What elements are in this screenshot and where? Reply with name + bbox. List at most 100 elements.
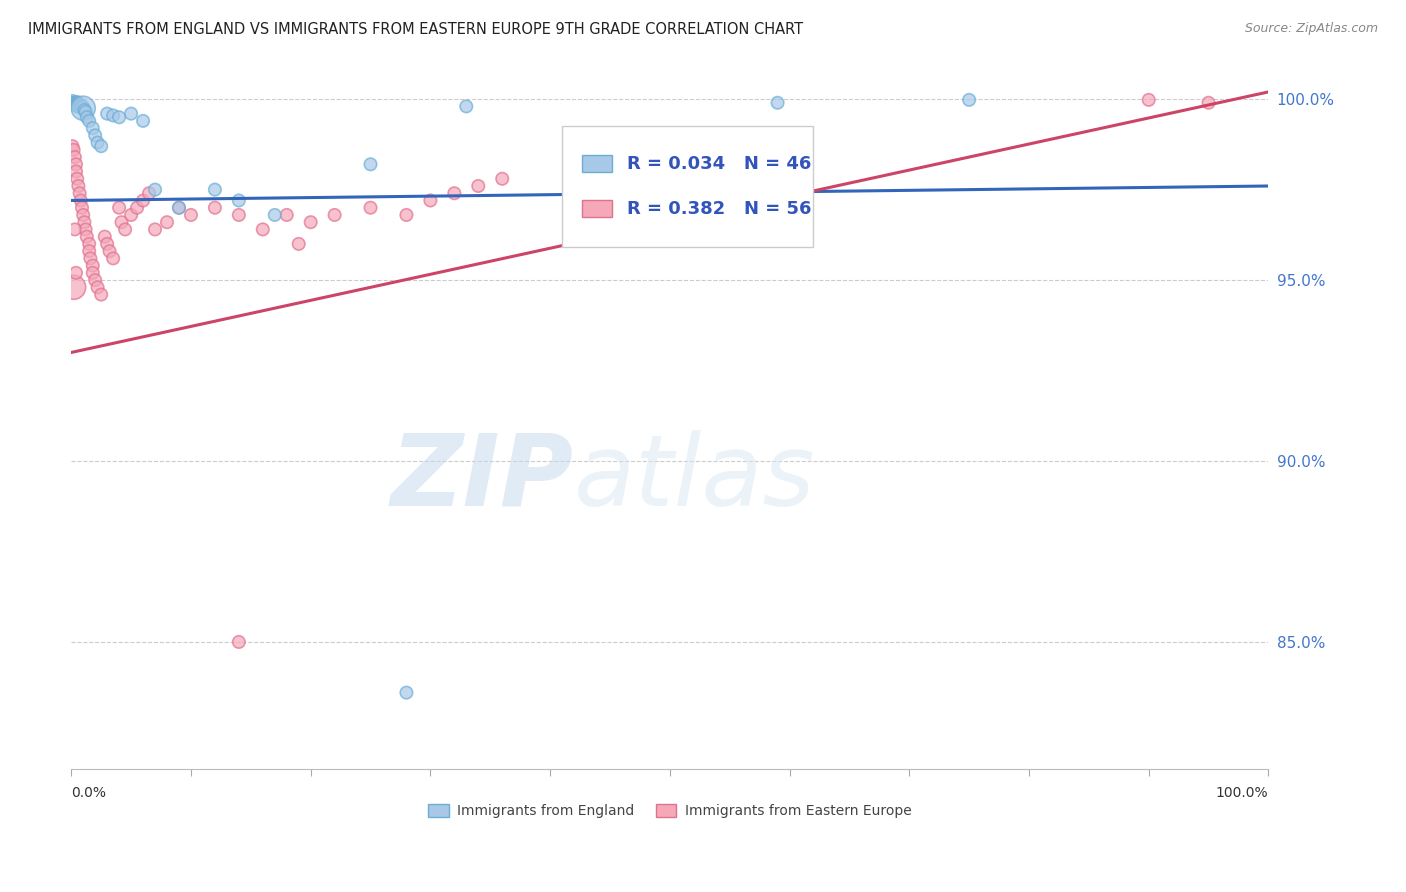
Point bbox=[287, 236, 309, 251]
FancyBboxPatch shape bbox=[562, 126, 814, 247]
Point bbox=[69, 186, 91, 201]
Point bbox=[456, 99, 478, 113]
Point bbox=[66, 171, 89, 186]
Point bbox=[419, 194, 441, 208]
Point bbox=[204, 183, 226, 197]
Point bbox=[66, 96, 89, 111]
Text: 100.0%: 100.0% bbox=[1216, 786, 1268, 800]
Point bbox=[263, 208, 285, 222]
Point bbox=[82, 121, 104, 136]
Legend: Immigrants from England, Immigrants from Eastern Europe: Immigrants from England, Immigrants from… bbox=[423, 798, 917, 824]
Point bbox=[252, 222, 274, 236]
Point bbox=[127, 201, 149, 215]
Point bbox=[766, 95, 789, 110]
Point bbox=[132, 113, 155, 128]
Point bbox=[228, 635, 250, 649]
Point bbox=[467, 179, 489, 194]
Text: IMMIGRANTS FROM ENGLAND VS IMMIGRANTS FROM EASTERN EUROPE 9TH GRADE CORRELATION : IMMIGRANTS FROM ENGLAND VS IMMIGRANTS FR… bbox=[28, 22, 803, 37]
Point bbox=[98, 244, 121, 259]
Point bbox=[63, 97, 86, 112]
Point bbox=[70, 99, 93, 113]
Point bbox=[67, 99, 90, 113]
Point bbox=[138, 186, 160, 201]
Point bbox=[70, 201, 93, 215]
Point bbox=[82, 266, 104, 280]
Point bbox=[63, 150, 86, 164]
Point bbox=[77, 244, 100, 259]
Point bbox=[299, 215, 322, 229]
Point bbox=[77, 236, 100, 251]
Point bbox=[156, 215, 179, 229]
Point bbox=[1137, 93, 1160, 107]
Point bbox=[82, 259, 104, 273]
Point bbox=[90, 139, 112, 153]
Text: R = 0.382   N = 56: R = 0.382 N = 56 bbox=[627, 200, 811, 218]
Point bbox=[63, 222, 86, 236]
Point bbox=[63, 95, 86, 110]
Point bbox=[69, 99, 91, 113]
Point bbox=[76, 229, 98, 244]
Point bbox=[77, 113, 100, 128]
Point bbox=[108, 201, 131, 215]
Point bbox=[1198, 95, 1220, 110]
Point bbox=[69, 98, 91, 112]
Point bbox=[180, 208, 202, 222]
Point bbox=[491, 171, 513, 186]
Point bbox=[96, 106, 118, 120]
Point bbox=[65, 157, 87, 171]
Point bbox=[228, 194, 250, 208]
Text: 0.0%: 0.0% bbox=[72, 786, 107, 800]
Point bbox=[101, 252, 124, 266]
Point bbox=[108, 110, 131, 124]
Text: Source: ZipAtlas.com: Source: ZipAtlas.com bbox=[1244, 22, 1378, 36]
Point bbox=[84, 128, 107, 143]
FancyBboxPatch shape bbox=[582, 155, 613, 172]
Point bbox=[94, 229, 117, 244]
Point bbox=[143, 222, 166, 236]
Text: ZIP: ZIP bbox=[391, 430, 574, 527]
Point bbox=[65, 95, 87, 110]
Point bbox=[76, 110, 98, 124]
Point bbox=[62, 97, 84, 112]
Point bbox=[360, 157, 382, 171]
Point bbox=[73, 215, 96, 229]
Point bbox=[323, 208, 346, 222]
Point bbox=[395, 685, 418, 699]
Point bbox=[72, 100, 94, 114]
Point bbox=[114, 222, 136, 236]
Point bbox=[120, 208, 142, 222]
Point bbox=[65, 97, 87, 112]
Point bbox=[66, 95, 89, 109]
Point bbox=[66, 97, 89, 112]
Point bbox=[101, 108, 124, 122]
Point bbox=[62, 280, 84, 294]
Point bbox=[72, 101, 94, 115]
Y-axis label: 9th Grade: 9th Grade bbox=[0, 388, 7, 458]
Point bbox=[167, 201, 190, 215]
Text: R = 0.034   N = 46: R = 0.034 N = 46 bbox=[627, 155, 811, 173]
Text: atlas: atlas bbox=[574, 430, 815, 527]
Point bbox=[395, 208, 418, 222]
Point bbox=[75, 104, 97, 119]
Point bbox=[110, 215, 132, 229]
Point bbox=[360, 201, 382, 215]
Point bbox=[957, 93, 980, 107]
Point bbox=[96, 236, 118, 251]
Point bbox=[228, 208, 250, 222]
Point bbox=[276, 208, 298, 222]
Point bbox=[62, 143, 84, 157]
FancyBboxPatch shape bbox=[582, 200, 613, 218]
Point bbox=[66, 99, 89, 113]
Point bbox=[120, 106, 142, 120]
Point bbox=[65, 164, 87, 178]
Point bbox=[84, 273, 107, 287]
Point bbox=[75, 222, 97, 236]
Point bbox=[79, 252, 101, 266]
Point bbox=[69, 97, 91, 112]
Point bbox=[72, 208, 94, 222]
Point bbox=[132, 194, 155, 208]
Point bbox=[86, 280, 108, 294]
Point bbox=[204, 201, 226, 215]
Point bbox=[62, 139, 84, 153]
Point bbox=[65, 266, 87, 280]
